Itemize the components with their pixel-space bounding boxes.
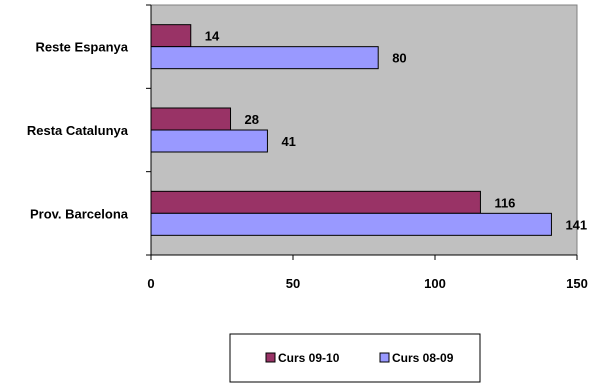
data-label-curs-09-10-resta-catalunya: 28 [245,112,259,127]
x-tick-label-50: 50 [286,276,300,291]
x-tick-label-0: 0 [147,276,154,291]
data-label-curs-09-10-prov-barcelona: 116 [494,195,515,210]
bar-curs-08-09-prov-barcelona [150,212,552,236]
legend-label-curs-08-09: Curs 08-09 [392,351,454,365]
data-label-curs-08-09-reste-espanya: 80 [392,51,406,66]
legend-swatch-curs-08-09 [379,352,390,363]
bar-curs-09-10-prov-barcelona [150,190,481,214]
axis-layer: Prov. Barcelona Resta Catalunya Reste Espa… [27,4,588,291]
bars-layer: 116 141 28 41 14 80 [150,24,587,236]
legend-swatch-curs-09-10 [265,352,276,363]
bar-curs-08-09-reste-espanya [150,46,379,70]
bar-curs-09-10-reste-espanya [150,24,192,48]
x-tick-label-150: 150 [566,276,588,291]
legend-label-curs-09-10: Curs 09-10 [278,351,340,365]
bar-curs-09-10-resta-catalunya [150,107,232,131]
data-label-curs-08-09-prov-barcelona: 141 [565,217,587,232]
data-label-curs-09-10-reste-espanya: 14 [205,29,220,44]
category-label-reste-espanya: Reste Espanya [36,40,129,55]
legend: Curs 09-10 Curs 08-09 [229,333,481,383]
bar-curs-08-09-resta-catalunya [150,129,268,153]
x-tick-label-100: 100 [424,276,446,291]
category-label-resta-catalunya: Resta Catalunya [27,123,129,138]
data-label-curs-08-09-resta-catalunya: 41 [281,134,295,149]
category-label-prov-barcelona: Prov. Barcelona [30,206,129,221]
